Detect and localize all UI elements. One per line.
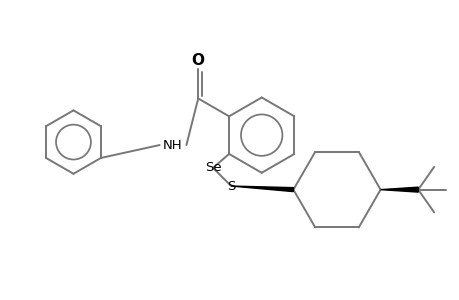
Text: NH: NH [162,139,182,152]
Text: Se: Se [204,161,221,174]
Polygon shape [380,187,417,192]
Text: S: S [227,179,235,193]
Text: O: O [191,53,204,68]
Polygon shape [231,186,293,192]
